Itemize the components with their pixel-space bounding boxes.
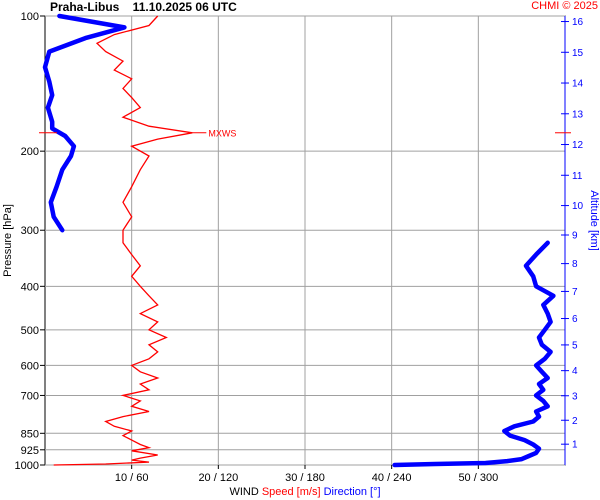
pressure-tick-label: 600 [21,360,39,372]
wind-tick-label: 10 / 60 [115,472,149,484]
chart-credit: CHMI © 2025 [531,0,598,12]
altitude-tick-label: 3 [572,391,578,402]
altitude-tick-label: 16 [572,17,584,28]
pressure-tick-label: 850 [21,428,39,440]
altitude-tick-label: 5 [572,340,578,351]
altitude-tick-label: 10 [572,201,584,212]
altitude-tick-label: 4 [572,366,578,377]
pressure-tick-label: 1000 [15,460,39,472]
pressure-tick-label: 500 [21,325,39,337]
wind-tick-label: 30 / 180 [285,472,325,484]
x-label-speed: Speed [m/s] [259,486,321,498]
altitude-tick-label: 12 [572,140,584,151]
wind-tick-label: 50 / 300 [458,472,498,484]
speed-line [53,15,193,466]
x-label-direction: Direction [°] [321,486,381,498]
y-axis-label: Pressure [hPa] [2,204,14,277]
altitude-tick-label: 11 [572,171,583,182]
altitude-tick-label: 6 [572,314,578,325]
altitude-tick-label: 9 [572,230,578,241]
direction-line [392,240,556,468]
altitude-axis-label: Altitude [km] [588,190,600,251]
altitude-tick-label: 15 [572,48,584,59]
altitude-tick-label: 8 [572,259,578,270]
altitude-tick-label: 14 [572,79,584,90]
pressure-tick-label: 925 [21,445,39,457]
pressure-tick-label: 300 [21,225,39,237]
x-label-wind: WIND [229,486,258,498]
chart-title: Praha-Libus 11.10.2025 06 UTC [50,0,237,14]
mxws-label: MXWS [208,128,236,138]
altitude-tick-label: 2 [572,416,578,427]
direction-line [42,13,127,233]
wind-tick-label: 40 / 240 [372,472,412,484]
wind-tick-label: 20 / 120 [198,472,238,484]
pressure-tick-label: 100 [21,11,39,23]
pressure-tick-label: 200 [21,146,39,158]
x-axis-label: WIND Speed [m/s] Direction [°] [229,486,380,498]
altitude-tick-label: 1 [572,440,578,451]
pressure-tick-label: 400 [21,281,39,293]
altitude-tick-label: 13 [572,109,584,120]
altitude-tick-label: 7 [572,287,578,298]
pressure-tick-label: 700 [21,390,39,402]
